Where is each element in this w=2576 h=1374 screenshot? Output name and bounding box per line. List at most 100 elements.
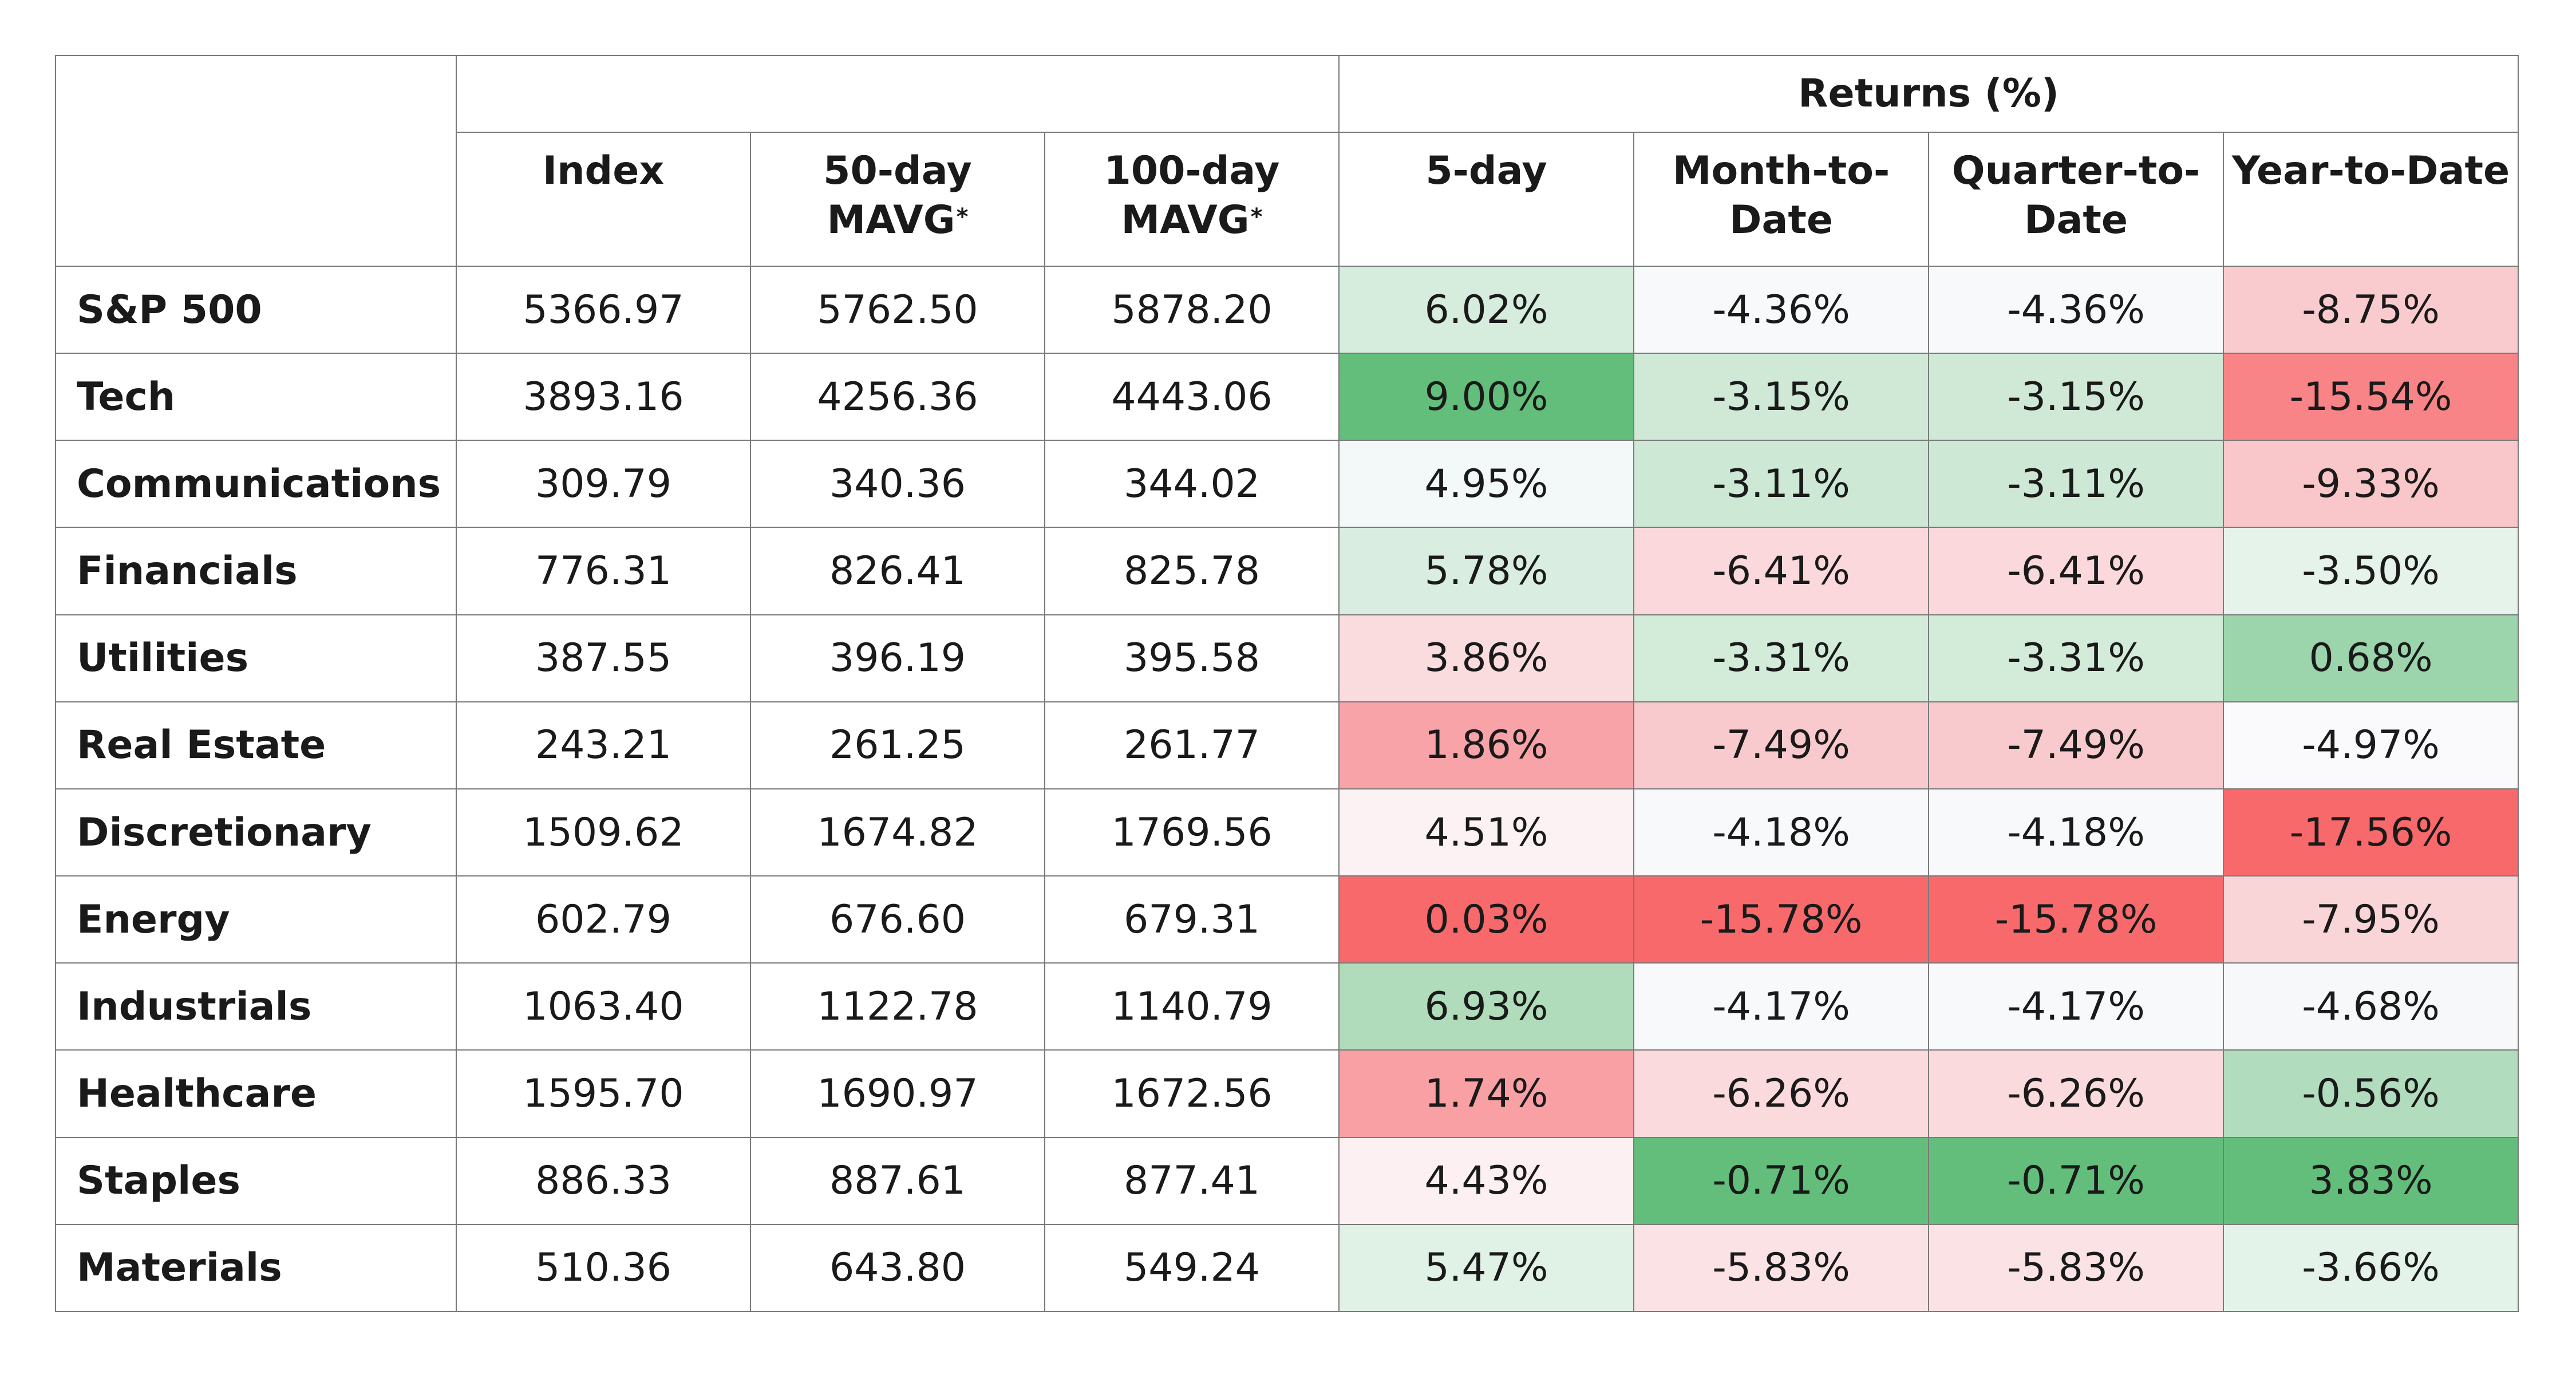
- cell-mavg50: 1674.82: [750, 788, 1045, 877]
- cell-mavg100: 825.78: [1044, 527, 1340, 615]
- cell-mavg100: 679.31: [1044, 875, 1340, 964]
- table-body: S&P 500 5366.97 5762.50 5878.20 6.02% -4.36% -…: [55, 265, 2519, 1313]
- cell-d5: 4.43%: [1338, 1136, 1635, 1225]
- cell-index: 309.79: [456, 440, 751, 528]
- sector-label: Industrials: [55, 962, 457, 1051]
- cell-index: 387.55: [456, 614, 751, 702]
- column-header-line2: MAVG: [1121, 198, 1250, 243]
- table-row: Healthcare 1595.70 1690.97 1672.56 1.74% -6.2…: [55, 1049, 2519, 1138]
- cell-mavg100: 5878.20: [1044, 265, 1340, 354]
- cell-mtd: -6.26%: [1633, 1049, 1930, 1138]
- cell-mavg50: 340.36: [750, 440, 1045, 528]
- cell-ytd: 3.83%: [2223, 1136, 2519, 1225]
- column-header-mtd: Month-to- Date: [1633, 132, 1930, 267]
- cell-d5: 6.93%: [1338, 962, 1635, 1051]
- sector-label: Tech: [55, 353, 457, 441]
- cell-index: 3893.16: [456, 353, 751, 441]
- table-row: Staples 886.33 887.61 877.41 4.43% -0.71% -0.7…: [55, 1136, 2519, 1225]
- sector-label: S&P 500: [55, 265, 457, 354]
- cell-d5: 5.78%: [1338, 527, 1635, 615]
- cell-d5: 0.03%: [1338, 875, 1635, 964]
- cell-qtd: -3.11%: [1928, 440, 2225, 528]
- column-header-mavg50: 50-day MAVG*: [750, 132, 1045, 267]
- table-row: Discretionary 1509.62 1674.82 1769.56 4.51% -…: [55, 788, 2519, 877]
- cell-index: 5366.97: [456, 265, 751, 354]
- cell-index: 1509.62: [456, 788, 751, 877]
- cell-d5: 4.95%: [1338, 440, 1635, 528]
- column-header-line1: Index: [542, 148, 665, 194]
- column-header-line2: MAVG: [827, 198, 955, 243]
- cell-mtd: -4.36%: [1633, 265, 1930, 354]
- cell-d5: 6.02%: [1338, 265, 1635, 354]
- cell-mavg50: 1690.97: [750, 1049, 1045, 1138]
- cell-qtd: -15.78%: [1928, 875, 2225, 964]
- cell-qtd: -6.26%: [1928, 1049, 2225, 1138]
- column-header-line1: 100-day: [1104, 148, 1280, 194]
- cell-ytd: -17.56%: [2223, 788, 2519, 877]
- cell-mavg100: 395.58: [1044, 614, 1340, 702]
- cell-ytd: -0.56%: [2223, 1049, 2519, 1138]
- cell-d5: 4.51%: [1338, 788, 1635, 877]
- cell-index: 776.31: [456, 527, 751, 615]
- column-header-line1: 50-day: [823, 148, 972, 194]
- cell-qtd: -4.18%: [1928, 788, 2225, 877]
- returns-group-header: Returns (%): [1338, 55, 2519, 133]
- group-header-row: Returns (%): [55, 55, 2519, 267]
- table-row: Real Estate 243.21 261.25 261.77 1.86% -7.49%…: [55, 701, 2519, 789]
- cell-mavg50: 396.19: [750, 614, 1045, 702]
- cell-ytd: 0.68%: [2223, 614, 2519, 702]
- column-header-line1: 5-day: [1425, 148, 1547, 194]
- sector-returns-table-container: Returns (%) Index 50-day MAVG* 100-day MAVG*…: [55, 55, 2519, 1313]
- cell-ytd: -7.95%: [2223, 875, 2519, 964]
- column-header-index: Index: [456, 132, 751, 267]
- table-row: Communications 309.79 340.36 344.02 4.95% -3.…: [55, 440, 2519, 528]
- cell-mavg50: 261.25: [750, 701, 1045, 789]
- sector-label: Utilities: [55, 614, 457, 702]
- cell-d5: 3.86%: [1338, 614, 1635, 702]
- sector-label: Financials: [55, 527, 457, 615]
- cell-mtd: -4.17%: [1633, 962, 1930, 1051]
- cell-d5: 5.47%: [1338, 1223, 1635, 1313]
- table-row: Financials 776.31 826.41 825.78 5.78% -6.41% -…: [55, 527, 2519, 615]
- cell-qtd: -7.49%: [1928, 701, 2225, 789]
- column-header-qtd: Quarter-to- Date: [1928, 132, 2225, 267]
- cell-mtd: -4.18%: [1633, 788, 1930, 877]
- cell-qtd: -6.41%: [1928, 527, 2225, 615]
- cell-ytd: -4.68%: [2223, 962, 2519, 1051]
- cell-mavg50: 1122.78: [750, 962, 1045, 1051]
- table-row: Industrials 1063.40 1122.78 1140.79 6.93% -4.…: [55, 962, 2519, 1051]
- cell-mtd: -7.49%: [1633, 701, 1930, 789]
- table-row: Utilities 387.55 396.19 395.58 3.86% -3.31% -3…: [55, 614, 2519, 702]
- column-header-line1: Quarter-to-: [1951, 148, 2200, 194]
- table-row: S&P 500 5366.97 5762.50 5878.20 6.02% -4.36% -…: [55, 265, 2519, 354]
- column-header-line1: Year-to-Date: [2231, 148, 2510, 194]
- sector-label: Materials: [55, 1223, 457, 1313]
- sector-label: Communications: [55, 440, 457, 528]
- sector-label: Healthcare: [55, 1049, 457, 1138]
- cell-ytd: -9.33%: [2223, 440, 2519, 528]
- cell-mtd: -3.11%: [1633, 440, 1930, 528]
- cell-index: 1063.40: [456, 962, 751, 1051]
- asterisk-mark: *: [1250, 204, 1263, 230]
- cell-d5: 1.74%: [1338, 1049, 1635, 1138]
- cell-mtd: -15.78%: [1633, 875, 1930, 964]
- cell-ytd: -15.54%: [2223, 353, 2519, 441]
- cell-ytd: -3.66%: [2223, 1223, 2519, 1313]
- cell-d5: 9.00%: [1338, 353, 1635, 441]
- table-row: Tech 3893.16 4256.36 4443.06 9.00% -3.15% -3.1…: [55, 353, 2519, 441]
- sector-label: Discretionary: [55, 788, 457, 877]
- column-header-mavg100: 100-day MAVG*: [1044, 132, 1340, 267]
- column-header-line1: Month-to-: [1672, 148, 1890, 194]
- cell-qtd: -0.71%: [1928, 1136, 2225, 1225]
- column-header-d5: 5-day: [1338, 132, 1635, 267]
- asterisk-mark: *: [956, 204, 969, 230]
- cell-mavg50: 826.41: [750, 527, 1045, 615]
- cell-ytd: -3.50%: [2223, 527, 2519, 615]
- cell-mavg50: 4256.36: [750, 353, 1045, 441]
- cell-mavg100: 1140.79: [1044, 962, 1340, 1051]
- column-header-line2: Date: [2024, 198, 2128, 243]
- cell-mavg100: 344.02: [1044, 440, 1340, 528]
- cell-mavg50: 887.61: [750, 1136, 1045, 1225]
- table-row: Materials 510.36 643.80 549.24 5.47% -5.83% -5…: [55, 1223, 2519, 1313]
- cell-index: 886.33: [456, 1136, 751, 1225]
